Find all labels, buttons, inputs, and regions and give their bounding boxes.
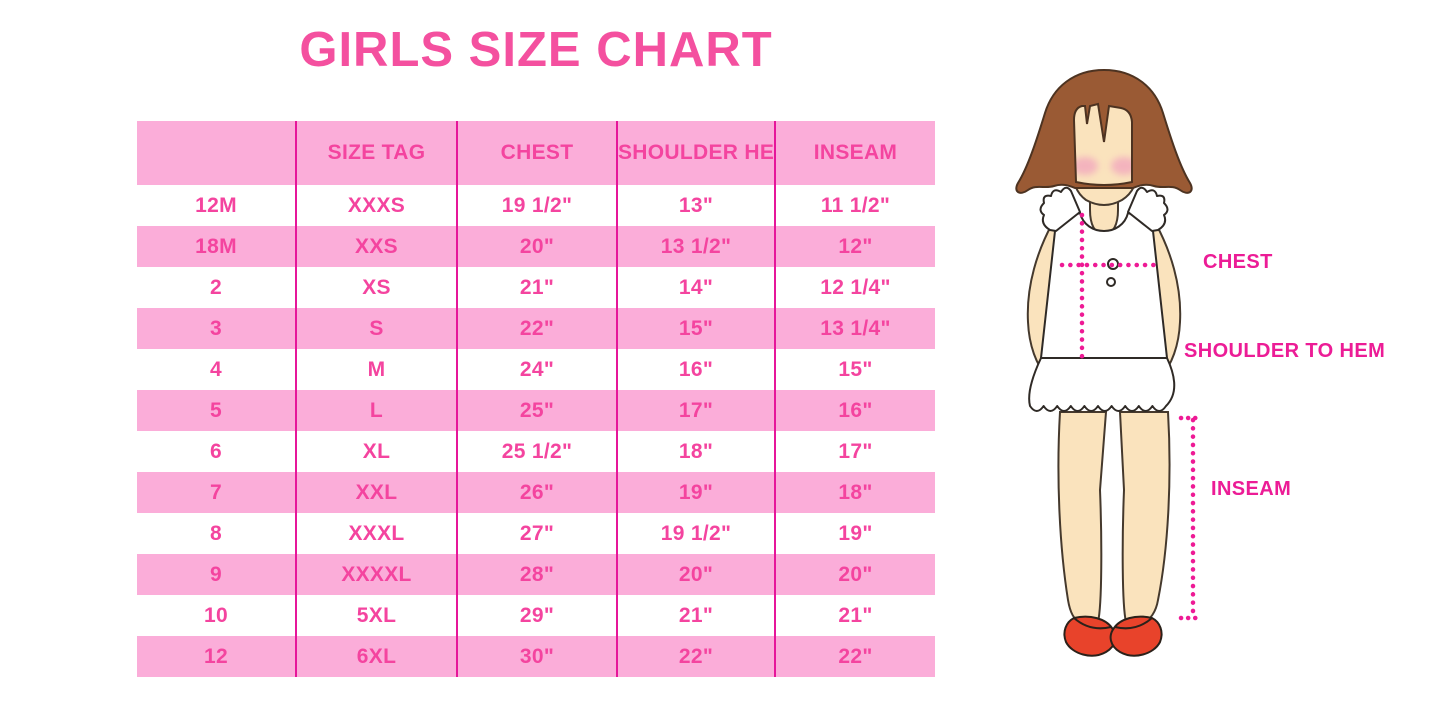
table-cell: 20"	[774, 554, 935, 595]
table-cell: 28"	[456, 554, 617, 595]
table-cell: 21"	[774, 595, 935, 636]
right-shoulder-ruffle	[1127, 186, 1169, 232]
table-cell: 20"	[456, 226, 617, 267]
table-cell: 20"	[616, 554, 775, 595]
table-cell: XXS	[295, 226, 457, 267]
table-cell: 17"	[774, 431, 935, 472]
table-cell: M	[295, 349, 457, 390]
table-cell: XXXXL	[295, 554, 457, 595]
table-cell: 25"	[456, 390, 617, 431]
shoulder-to-hem-measure-label: SHOULDER TO HEM	[1184, 340, 1386, 362]
table-cell: XL	[295, 431, 457, 472]
table-cell: 19"	[616, 472, 775, 513]
table-cell: 29"	[456, 595, 617, 636]
column-header-size-tag: SIZE TAG	[295, 121, 457, 185]
table-row: 18M XXS 20" 13 1/2" 12"	[137, 226, 935, 267]
table-cell: 19"	[774, 513, 935, 554]
column-header-size	[137, 121, 296, 185]
table-cell: 5XL	[295, 595, 457, 636]
table-cell: 24"	[456, 349, 617, 390]
table-row: 9 XXXXL 28" 20" 20"	[137, 554, 935, 595]
chest-measure-label: CHEST	[1203, 251, 1273, 273]
table-row: 12 6XL 30" 22" 22"	[137, 636, 935, 677]
table-row: 4 M 24" 16" 15"	[137, 349, 935, 390]
table-cell: 12"	[774, 226, 935, 267]
table-cell: 26"	[456, 472, 617, 513]
table-cell: XS	[295, 267, 457, 308]
size-table: SIZE TAG CHEST SHOULDER HEM INSEAM 12M X…	[137, 121, 935, 677]
header-row: SIZE TAG CHEST SHOULDER HEM INSEAM	[137, 121, 935, 185]
table-cell: 21"	[456, 267, 617, 308]
shirt-body	[1040, 212, 1168, 359]
table-cell: 12	[137, 636, 296, 677]
left-leg	[1057, 411, 1108, 623]
table-cell: 22"	[774, 636, 935, 677]
inseam-measure-label: INSEAM	[1211, 478, 1292, 500]
girl-illustration	[1015, 68, 1205, 657]
table-row: 5 L 25" 17" 16"	[137, 390, 935, 431]
table-cell: 22"	[456, 308, 617, 349]
skirt-ruffle	[1028, 357, 1176, 412]
table-cell: 5	[137, 390, 296, 431]
table-cell: 8	[137, 513, 296, 554]
table-cell: 13 1/4"	[774, 308, 935, 349]
table-row: 6 XL 25 1/2" 18" 17"	[137, 431, 935, 472]
table-cell: 18"	[774, 472, 935, 513]
table-cell: 13 1/2"	[616, 226, 775, 267]
table-cell: 9	[137, 554, 296, 595]
table-cell: 12M	[137, 185, 296, 226]
column-header-shoulder-hem: SHOULDER HEM	[616, 121, 775, 185]
table-cell: 21"	[616, 595, 775, 636]
right-leg	[1118, 411, 1171, 623]
table-row: 12M XXXS 19 1/2" 13" 11 1/2"	[137, 185, 935, 226]
table-row: 8 XXXL 27" 19 1/2" 19"	[137, 513, 935, 554]
column-header-chest: CHEST	[456, 121, 617, 185]
table-cell: 16"	[616, 349, 775, 390]
table-cell: 7	[137, 472, 296, 513]
table-cell: 18"	[616, 431, 775, 472]
table-cell: 6	[137, 431, 296, 472]
table-cell: XXXS	[295, 185, 457, 226]
left-shoe	[1063, 615, 1117, 657]
table-cell: 19 1/2"	[456, 185, 617, 226]
page-title: GIRLS SIZE CHART	[299, 23, 773, 77]
table-cell: 18M	[137, 226, 296, 267]
table-cell: 17"	[616, 390, 775, 431]
right-shoe-strap	[1114, 617, 1153, 630]
left-shoe-strap	[1073, 617, 1112, 630]
left-shoulder-ruffle	[1039, 186, 1081, 232]
table-cell: 14"	[616, 267, 775, 308]
table-cell: XXL	[295, 472, 457, 513]
hair	[1015, 68, 1193, 194]
table-cell: 15"	[774, 349, 935, 390]
table-cell: 22"	[616, 636, 775, 677]
table-cell: 25 1/2"	[456, 431, 617, 472]
table-cell: 16"	[774, 390, 935, 431]
bottom-button	[1106, 277, 1116, 287]
table-row: 2 XS 21" 14" 12 1/4"	[137, 267, 935, 308]
table-cell: 6XL	[295, 636, 457, 677]
table-cell: 3	[137, 308, 296, 349]
table-cell: 2	[137, 267, 296, 308]
table-row: 3 S 22" 15" 13 1/4"	[137, 308, 935, 349]
table-cell: 27"	[456, 513, 617, 554]
table-cell: 11 1/2"	[774, 185, 935, 226]
table-cell: XXXL	[295, 513, 457, 554]
left-blush	[1072, 157, 1098, 175]
table-cell: 10	[137, 595, 296, 636]
table-cell: 30"	[456, 636, 617, 677]
table-row: 7 XXL 26" 19" 18"	[137, 472, 935, 513]
table-cell: 13"	[616, 185, 775, 226]
right-blush	[1111, 157, 1137, 175]
table-row: 10 5XL 29" 21" 21"	[137, 595, 935, 636]
table-cell: 4	[137, 349, 296, 390]
table-cell: 19 1/2"	[616, 513, 775, 554]
right-shoe	[1109, 615, 1163, 657]
table-cell: 15"	[616, 308, 775, 349]
table-cell: L	[295, 390, 457, 431]
column-header-inseam: INSEAM	[774, 121, 935, 185]
table-cell: 12 1/4"	[774, 267, 935, 308]
table-cell: S	[295, 308, 457, 349]
